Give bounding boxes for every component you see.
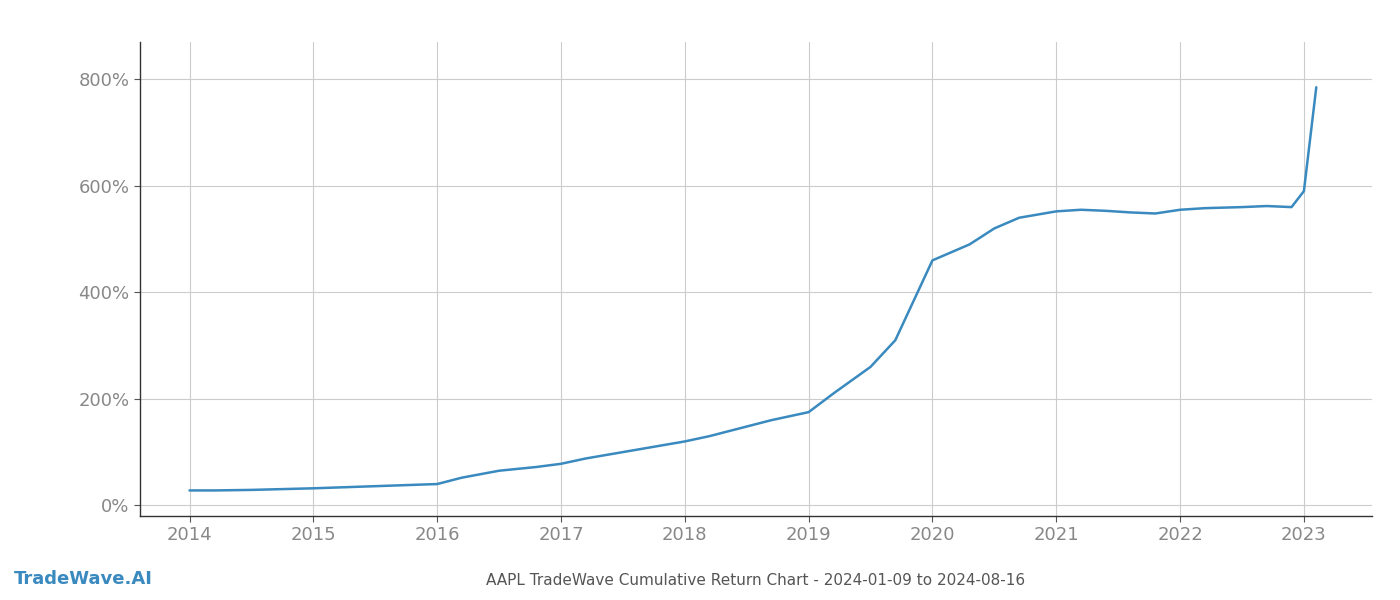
Text: TradeWave.AI: TradeWave.AI bbox=[14, 570, 153, 588]
Text: AAPL TradeWave Cumulative Return Chart - 2024-01-09 to 2024-08-16: AAPL TradeWave Cumulative Return Chart -… bbox=[486, 573, 1026, 588]
